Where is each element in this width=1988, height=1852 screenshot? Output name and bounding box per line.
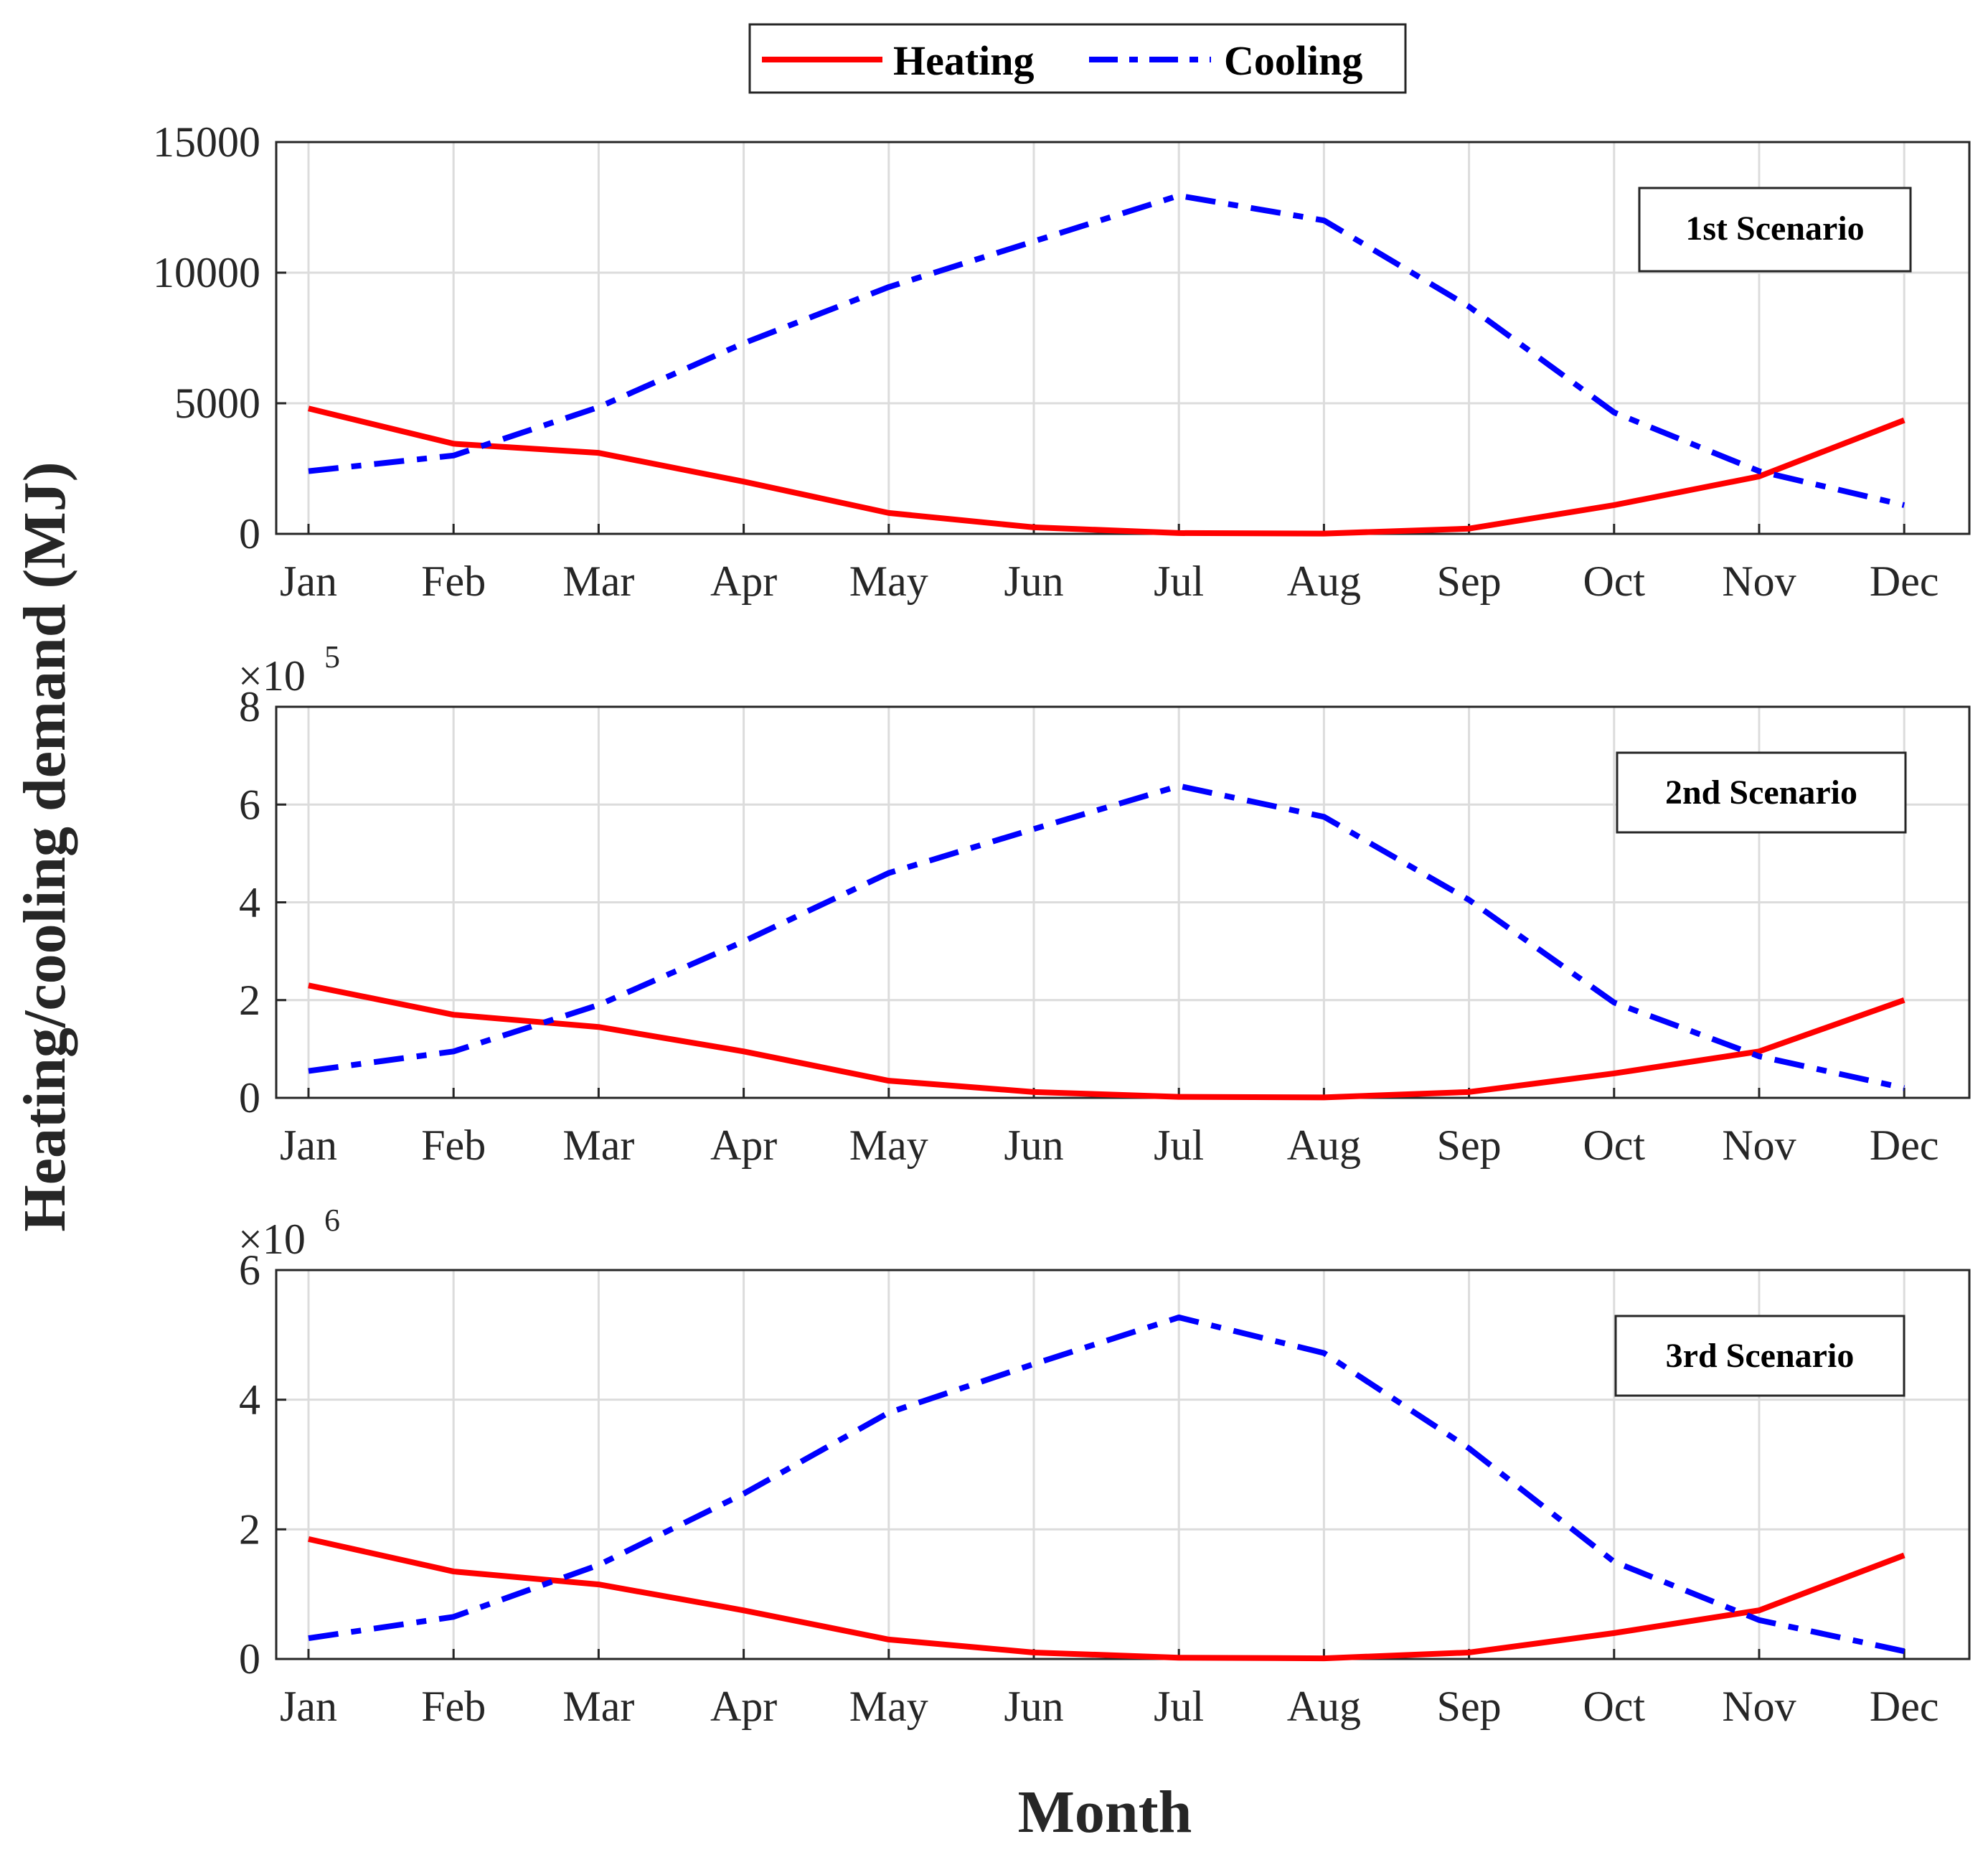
y-tick-label: 0 (239, 1635, 260, 1683)
x-tick-label: Jul (1154, 1122, 1204, 1169)
x-tick-label: Feb (421, 558, 486, 605)
cooling-line (308, 783, 1905, 1091)
x-tick-label: May (849, 1122, 928, 1169)
x-tick-label: Jun (1004, 1683, 1063, 1730)
y-tick-label: 15000 (153, 118, 260, 166)
x-tick-label: Feb (421, 1683, 486, 1730)
x-tick-label: Oct (1583, 1683, 1645, 1730)
x-tick-label: Mar (562, 558, 634, 605)
exponent-power: 5 (324, 639, 340, 674)
x-tick-label: Jun (1004, 558, 1063, 605)
y-axis-title: Heating/cooling demand (MJ) (11, 461, 78, 1231)
x-tick-label: Dec (1870, 1122, 1939, 1169)
panel-1st-scenario: 0 5000 10000 15000 Jan Feb Mar Apr May Jun Jul Aug… (153, 118, 1971, 605)
heating-line (308, 982, 1905, 1101)
x-tick-label: Sep (1437, 1122, 1502, 1169)
x-tick-label: Sep (1437, 558, 1502, 605)
scenario-label-box (1638, 187, 1912, 273)
heating-line (308, 405, 1905, 537)
x-tick-label: Sep (1437, 1683, 1502, 1730)
panel-2nd-scenario: 0 2 4 6 8 Jan Feb Mar Apr May Jun Jul Aug Sep Oct Nov D… (238, 639, 1971, 1169)
x-tick-label: Jan (280, 1122, 337, 1169)
y-tick-label: 5000 (174, 380, 260, 427)
x-tick-label: Dec (1870, 1683, 1939, 1730)
exponent-base: ×10 (238, 1216, 306, 1263)
scenario-label-text: 1st Scenario (1685, 210, 1864, 248)
x-tick-label: Jul (1154, 558, 1204, 605)
y-axis: 0 5000 10000 15000 (153, 118, 286, 558)
x-tick-label: Apr (710, 558, 777, 605)
y-tick-label: 8 (239, 683, 260, 730)
exponent-power: 6 (324, 1203, 340, 1238)
panel-3rd-scenario: 0 2 4 6 Jan Feb Mar Apr May Jun Jul Aug Sep Oct Nov De… (238, 1203, 1971, 1730)
x-tick-label: Jan (280, 1683, 337, 1730)
x-tick-label: Apr (710, 1683, 777, 1730)
x-tick-label: Apr (710, 1122, 777, 1169)
exponent-label: ×10 5 (238, 639, 340, 700)
scenario-label-text: 2nd Scenario (1665, 774, 1857, 812)
scenario-label-text: 3rd Scenario (1666, 1337, 1855, 1375)
scenario-label: 1st Scenario (1638, 187, 1912, 273)
x-tick-label: Mar (562, 1683, 634, 1730)
legend: Heating Cooling (748, 23, 1407, 94)
scenario-label: 2nd Scenario (1616, 751, 1907, 834)
legend-heating-label: Heating (893, 37, 1035, 84)
x-tick-label: May (849, 1683, 928, 1730)
y-tick-label: 10000 (153, 249, 260, 296)
heating-line (308, 1536, 1905, 1662)
x-tick-label: Aug (1287, 1122, 1361, 1169)
scenario-label: 3rd Scenario (1614, 1315, 1905, 1397)
x-tick-label: Feb (421, 1122, 486, 1169)
x-tick-label: May (849, 558, 928, 605)
y-tick-label: 2 (239, 1505, 260, 1553)
x-axis: Jan Feb Mar Apr May Jun Jul Aug Sep Oct Nov Dec (280, 524, 1938, 605)
exponent-label: ×10 6 (238, 1203, 340, 1263)
x-axis-title: Month (1018, 1779, 1192, 1846)
scenario-label-box (1614, 1315, 1905, 1397)
scenario-label-box (1616, 751, 1907, 834)
x-tick-label: Jul (1154, 1683, 1204, 1730)
y-tick-label: 6 (239, 781, 260, 828)
x-tick-label: Dec (1870, 558, 1939, 605)
cooling-line (308, 192, 1905, 508)
x-tick-label: Aug (1287, 1683, 1361, 1730)
x-tick-label: Jun (1004, 1122, 1063, 1169)
plot-frame (275, 1269, 1971, 1660)
legend-cooling-label: Cooling (1224, 37, 1362, 84)
y-axis: 0 2 4 6 (239, 1246, 286, 1683)
x-tick-label: Nov (1722, 1122, 1796, 1169)
x-tick-label: Mar (562, 1122, 634, 1169)
x-axis: Jan Feb Mar Apr May Jun Jul Aug Sep Oct Nov Dec (280, 1649, 1938, 1730)
y-tick-label: 4 (239, 879, 260, 926)
x-tick-label: Aug (1287, 558, 1361, 605)
y-tick-label: 0 (239, 1074, 260, 1122)
y-tick-label: 0 (239, 510, 260, 558)
x-tick-label: Oct (1583, 1122, 1645, 1169)
y-tick-label: 6 (239, 1246, 260, 1294)
x-tick-label: Nov (1722, 1683, 1796, 1730)
y-tick-label: 4 (239, 1376, 260, 1424)
x-tick-label: Oct (1583, 558, 1645, 605)
y-axis: 0 2 4 6 8 (239, 683, 286, 1122)
plot-frame (275, 141, 1971, 535)
x-tick-label: Nov (1722, 558, 1796, 605)
x-tick-label: Jan (280, 558, 337, 605)
exponent-base: ×10 (238, 652, 306, 700)
cooling-line (308, 1314, 1905, 1655)
x-axis: Jan Feb Mar Apr May Jun Jul Aug Sep Oct Nov Dec (280, 1088, 1938, 1169)
y-tick-label: 2 (239, 977, 260, 1024)
